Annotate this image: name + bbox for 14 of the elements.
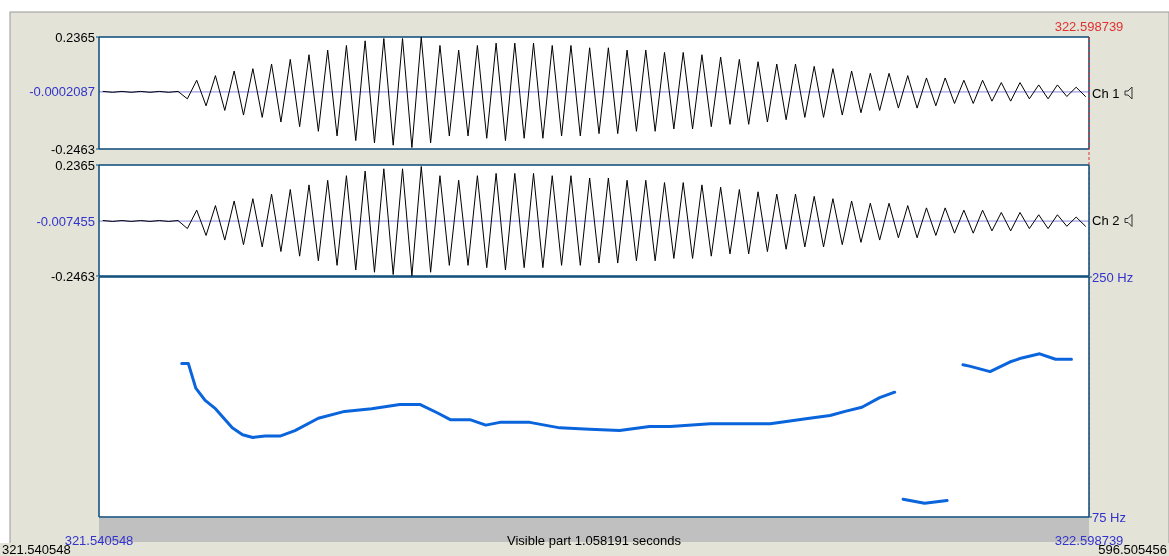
y-tick-label: 0.2365	[55, 29, 95, 45]
y-tick-label: 75 Hz	[1092, 509, 1126, 525]
series-label: Ch 2	[1092, 213, 1120, 228]
line-series	[102, 36, 1086, 149]
series-label: Ch 1	[1092, 85, 1120, 101]
line-series	[102, 165, 1086, 277]
x-axis-title: Visible part 1.058191 seconds	[507, 532, 682, 548]
ref-line-label: -0.007455	[36, 213, 95, 229]
ref-line-label: 322.598739	[1054, 19, 1124, 34]
ref-line-label: -0.0002087	[29, 84, 95, 100]
y-tick-label: -0.2463	[50, 268, 95, 284]
y-tick-label: -0.2463	[50, 141, 95, 157]
y-tick-label: 250 Hz	[1092, 269, 1134, 285]
y-tick-label: 0.2365	[55, 157, 95, 173]
